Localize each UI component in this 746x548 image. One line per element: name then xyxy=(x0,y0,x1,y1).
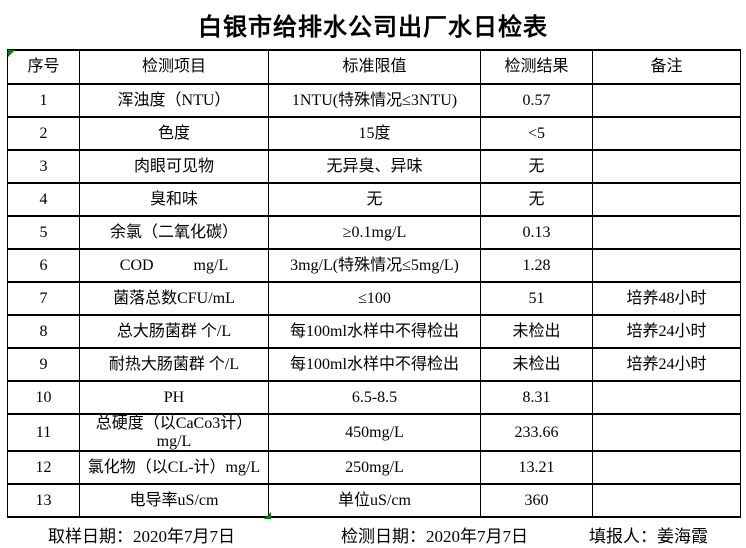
header-cell-item: 检测项目 xyxy=(79,49,269,85)
limit-cell: 无异臭、异味 xyxy=(268,149,481,184)
table-row: 11 总硬度（以CaCo3计）mg/L 450mg/L 233.66 xyxy=(7,412,741,453)
item-cell: PH xyxy=(79,380,269,415)
limit-cell: ≥0.1mg/L xyxy=(268,215,481,250)
limit-cell: 250mg/L xyxy=(268,450,481,486)
limit-cell: 15度 xyxy=(268,116,481,151)
row-number-cell: 4 xyxy=(7,182,80,217)
limit-cell: 无 xyxy=(268,182,481,217)
table-body: 1 浑浊度（NTU） 1NTU(特殊情况≤3NTU) 0.57 2 色度 15度 <5 3 肉眼可… xyxy=(7,83,741,519)
table-row: 10 PH 6.5-8.5 8.31 xyxy=(7,380,741,415)
testing-date: 检测日期：2020年7月7日 xyxy=(341,527,528,546)
note-cell xyxy=(592,215,741,250)
table-row: 13 电导率uS/cm 单位uS/cm 360 xyxy=(7,483,741,519)
reporter-name: 填报人：姜海霞 xyxy=(589,527,708,546)
note-cell xyxy=(592,412,741,453)
limit-cell: ≤100 xyxy=(268,281,481,316)
limit-cell: 6.5-8.5 xyxy=(268,380,481,415)
table-row: 8 总大肠菌群 个/L 每100ml水样中不得检出 未检出 培养24小时 xyxy=(7,314,741,349)
header-cell-result: 检测结果 xyxy=(480,49,593,85)
result-cell: 无 xyxy=(480,149,593,184)
result-cell: 未检出 xyxy=(480,314,593,349)
item-cell: COD mg/L xyxy=(79,248,269,283)
item-cell: 色度 xyxy=(79,116,269,151)
table-row: 4 臭和味无无 xyxy=(7,182,741,217)
row-number-cell: 9 xyxy=(7,347,80,382)
result-cell: 360 xyxy=(480,483,593,519)
row-number-cell: 6 xyxy=(7,248,80,283)
note-cell xyxy=(592,248,741,283)
row-number-cell: 5 xyxy=(7,215,80,250)
note-cell xyxy=(592,450,741,486)
table-row: 2 色度 15度 <5 xyxy=(7,116,741,151)
page-title: 白银市给排水公司出厂水日检表 xyxy=(198,14,548,41)
row-number-cell: 7 xyxy=(7,281,80,316)
result-cell: 0.57 xyxy=(480,83,593,118)
item-cell: 余氯（二氧化碳） xyxy=(79,215,269,250)
row-number-cell: 12 xyxy=(7,450,80,486)
item-cell: 浑浊度（NTU） xyxy=(79,83,269,118)
limit-cell: 每100ml水样中不得检出 xyxy=(268,347,481,382)
row-number-cell: 2 xyxy=(7,116,80,151)
item-cell: 臭和味 xyxy=(79,182,269,217)
cell-error-indicator-bottom-icon xyxy=(264,512,271,519)
note-cell: 培养24小时 xyxy=(592,314,741,349)
item-cell: 耐热大肠菌群 个/L xyxy=(79,347,269,382)
table-row: 5 余氯（二氧化碳） ≥0.1mg/L 0.13 xyxy=(7,215,741,250)
header-cell-note: 备注 xyxy=(592,49,741,85)
note-cell: 培养48小时 xyxy=(592,281,741,316)
table-row: 6 COD mg/L 3mg/L(特殊情况≤5mg/L) 1.28 xyxy=(7,248,741,283)
cell-error-indicator-icon xyxy=(8,50,15,57)
limit-cell: 单位uS/cm xyxy=(268,483,481,519)
table-row: 7 菌落总数CFU/mL ≤100 51 培养48小时 xyxy=(7,281,741,316)
note-cell xyxy=(592,483,741,519)
result-cell: 233.66 xyxy=(480,412,593,453)
result-cell: 13.21 xyxy=(480,450,593,486)
result-cell: <5 xyxy=(480,116,593,151)
table-row: 12 氯化物（以CL-计）mg/L 250mg/L 13.21 xyxy=(7,450,741,486)
note-cell xyxy=(592,149,741,184)
header-cell-no: 序号 xyxy=(7,49,80,85)
table-row: 1 浑浊度（NTU） 1NTU(特殊情况≤3NTU) 0.57 xyxy=(7,83,741,118)
result-cell: 0.13 xyxy=(480,215,593,250)
table-row: 9 耐热大肠菌群 个/L 每100ml水样中不得检出 未检出 培养24小时 xyxy=(7,347,741,382)
row-number-cell: 8 xyxy=(7,314,80,349)
item-cell: 电导率uS/cm xyxy=(79,483,269,519)
limit-cell: 1NTU(特殊情况≤3NTU) xyxy=(268,83,481,118)
item-cell: 总硬度（以CaCo3计）mg/L xyxy=(79,412,269,453)
result-cell: 51 xyxy=(480,281,593,316)
row-number-cell: 13 xyxy=(7,483,80,519)
item-cell: 菌落总数CFU/mL xyxy=(79,281,269,316)
result-cell: 8.31 xyxy=(480,380,593,415)
limit-cell: 450mg/L xyxy=(268,412,481,453)
note-cell xyxy=(592,116,741,151)
row-number-cell: 10 xyxy=(7,380,80,415)
daily-inspection-table: 序号 检测项目 标准限值 检测结果 备注 1 浑浊度（NTU） 1NTU(特殊情况≤… xyxy=(7,49,741,519)
sampling-date: 取样日期：2020年7月7日 xyxy=(48,527,235,546)
limit-cell: 3mg/L(特殊情况≤5mg/L) xyxy=(268,248,481,283)
note-cell: 培养24小时 xyxy=(592,347,741,382)
result-cell: 1.28 xyxy=(480,248,593,283)
row-number-cell: 11 xyxy=(7,412,80,453)
note-cell xyxy=(592,380,741,415)
item-cell: 肉眼可见物 xyxy=(79,149,269,184)
row-number-cell: 1 xyxy=(7,83,80,118)
row-number-cell: 3 xyxy=(7,149,80,184)
item-cell: 总大肠菌群 个/L xyxy=(79,314,269,349)
note-cell xyxy=(592,182,741,217)
result-cell: 未检出 xyxy=(480,347,593,382)
limit-cell: 每100ml水样中不得检出 xyxy=(268,314,481,349)
header-cell-limit: 标准限值 xyxy=(268,49,481,85)
header-row: 序号 检测项目 标准限值 检测结果 备注 xyxy=(7,49,741,85)
item-cell: 氯化物（以CL-计）mg/L xyxy=(79,450,269,486)
table-header: 序号 检测项目 标准限值 检测结果 备注 xyxy=(7,49,741,85)
note-cell xyxy=(592,83,741,118)
result-cell: 无 xyxy=(480,182,593,217)
table-row: 3 肉眼可见物 无异臭、异味无 xyxy=(7,149,741,184)
